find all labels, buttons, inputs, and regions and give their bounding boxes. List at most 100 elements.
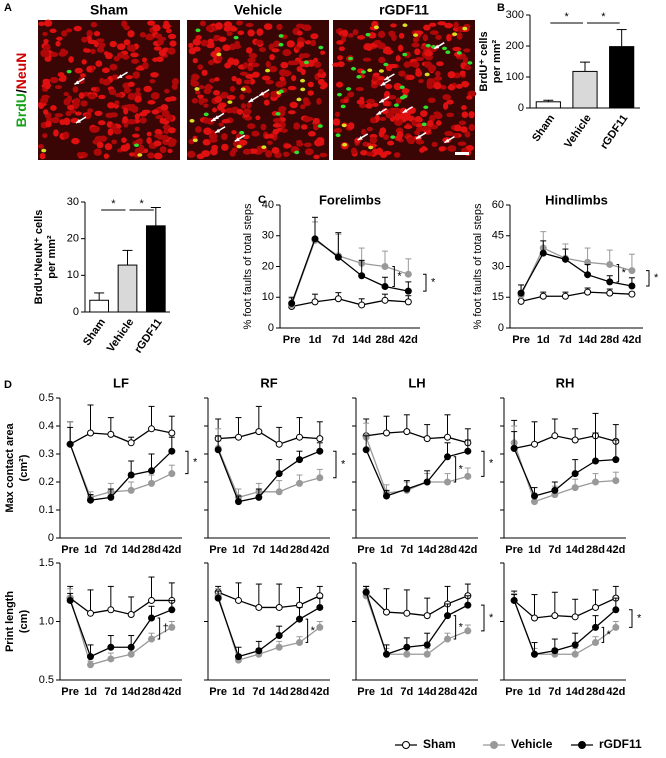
cell <box>321 81 328 89</box>
cell <box>282 151 290 157</box>
cell <box>341 29 349 37</box>
cell <box>372 72 380 77</box>
chart-title: Hindlimbs <box>545 192 608 207</box>
cell <box>132 71 140 79</box>
point <box>358 272 366 280</box>
cell <box>71 137 80 145</box>
sig-label: † <box>163 622 169 634</box>
cell <box>50 105 57 111</box>
cell <box>446 33 452 42</box>
cell <box>420 110 428 118</box>
y-tick-label: 0.2 <box>39 476 54 488</box>
x-tick-label: 14d <box>270 686 289 698</box>
cell <box>107 102 115 109</box>
cell <box>236 108 244 115</box>
cell <box>370 117 377 124</box>
cell <box>151 109 160 115</box>
point <box>316 474 324 482</box>
brdu-cell <box>368 145 374 150</box>
brdu-cell <box>278 42 284 47</box>
point <box>316 603 324 611</box>
cell <box>49 76 59 84</box>
cell <box>231 107 239 114</box>
point <box>531 440 538 448</box>
cell <box>42 133 48 139</box>
series-line <box>365 592 469 656</box>
cell <box>158 49 167 57</box>
cell <box>442 102 449 110</box>
series-line <box>365 436 469 494</box>
y-axis-label: BrdU⁺ cells <box>478 31 490 91</box>
sig-bracket <box>629 609 633 628</box>
cell <box>459 70 466 76</box>
cell <box>422 124 430 131</box>
point <box>423 435 431 443</box>
x-tick-label: 28d <box>438 544 457 556</box>
point <box>403 485 411 493</box>
x-tick-label: 14d <box>418 544 437 556</box>
brdu-cell <box>348 56 354 61</box>
cell <box>226 31 233 37</box>
cell <box>452 46 462 52</box>
brdu-cell <box>41 148 47 153</box>
cell <box>307 59 315 67</box>
point <box>531 492 538 500</box>
point <box>423 478 431 486</box>
cell <box>348 33 354 38</box>
bar <box>609 46 635 109</box>
legend-marker <box>578 741 586 749</box>
cell <box>122 54 130 60</box>
cell <box>67 104 75 111</box>
cell <box>280 61 289 69</box>
cell <box>332 118 341 126</box>
point <box>168 470 176 478</box>
cell <box>254 39 264 45</box>
point <box>255 603 263 611</box>
x-tick-label: 14d <box>352 334 371 346</box>
cell <box>239 93 245 100</box>
cell <box>287 85 297 91</box>
cell <box>256 28 264 36</box>
cell <box>127 81 135 87</box>
cell <box>310 33 319 40</box>
cell <box>139 117 147 124</box>
cell <box>336 40 344 45</box>
cell <box>168 127 176 134</box>
cell <box>127 92 136 101</box>
brdu-cell <box>441 46 447 51</box>
x-tick-label: 28d <box>586 544 605 556</box>
cell <box>381 108 390 115</box>
series-line <box>513 600 617 655</box>
point <box>148 467 155 475</box>
cell <box>457 141 467 146</box>
point <box>148 635 155 643</box>
cell <box>44 81 51 90</box>
point <box>571 436 579 444</box>
cell <box>302 97 310 104</box>
cell <box>153 140 162 147</box>
cell <box>54 113 64 118</box>
cell <box>107 128 114 136</box>
cell <box>68 56 74 63</box>
cell <box>265 150 273 158</box>
sig-label: * <box>311 625 316 637</box>
brdu-cell <box>350 66 356 71</box>
cell <box>103 153 110 159</box>
y-axis-label: % foot faults of total steps <box>242 203 254 329</box>
cell <box>399 107 408 115</box>
cell <box>427 97 436 103</box>
cell <box>362 57 372 62</box>
cell <box>207 59 215 66</box>
point <box>539 249 547 257</box>
cell <box>159 146 167 154</box>
point <box>107 606 115 614</box>
point <box>606 260 614 268</box>
cell <box>269 53 275 61</box>
cell <box>406 74 415 81</box>
cell <box>41 94 50 99</box>
cell <box>300 68 306 76</box>
sig-bracket <box>423 273 427 292</box>
point <box>551 612 559 620</box>
cell <box>456 32 463 40</box>
point <box>444 453 451 461</box>
